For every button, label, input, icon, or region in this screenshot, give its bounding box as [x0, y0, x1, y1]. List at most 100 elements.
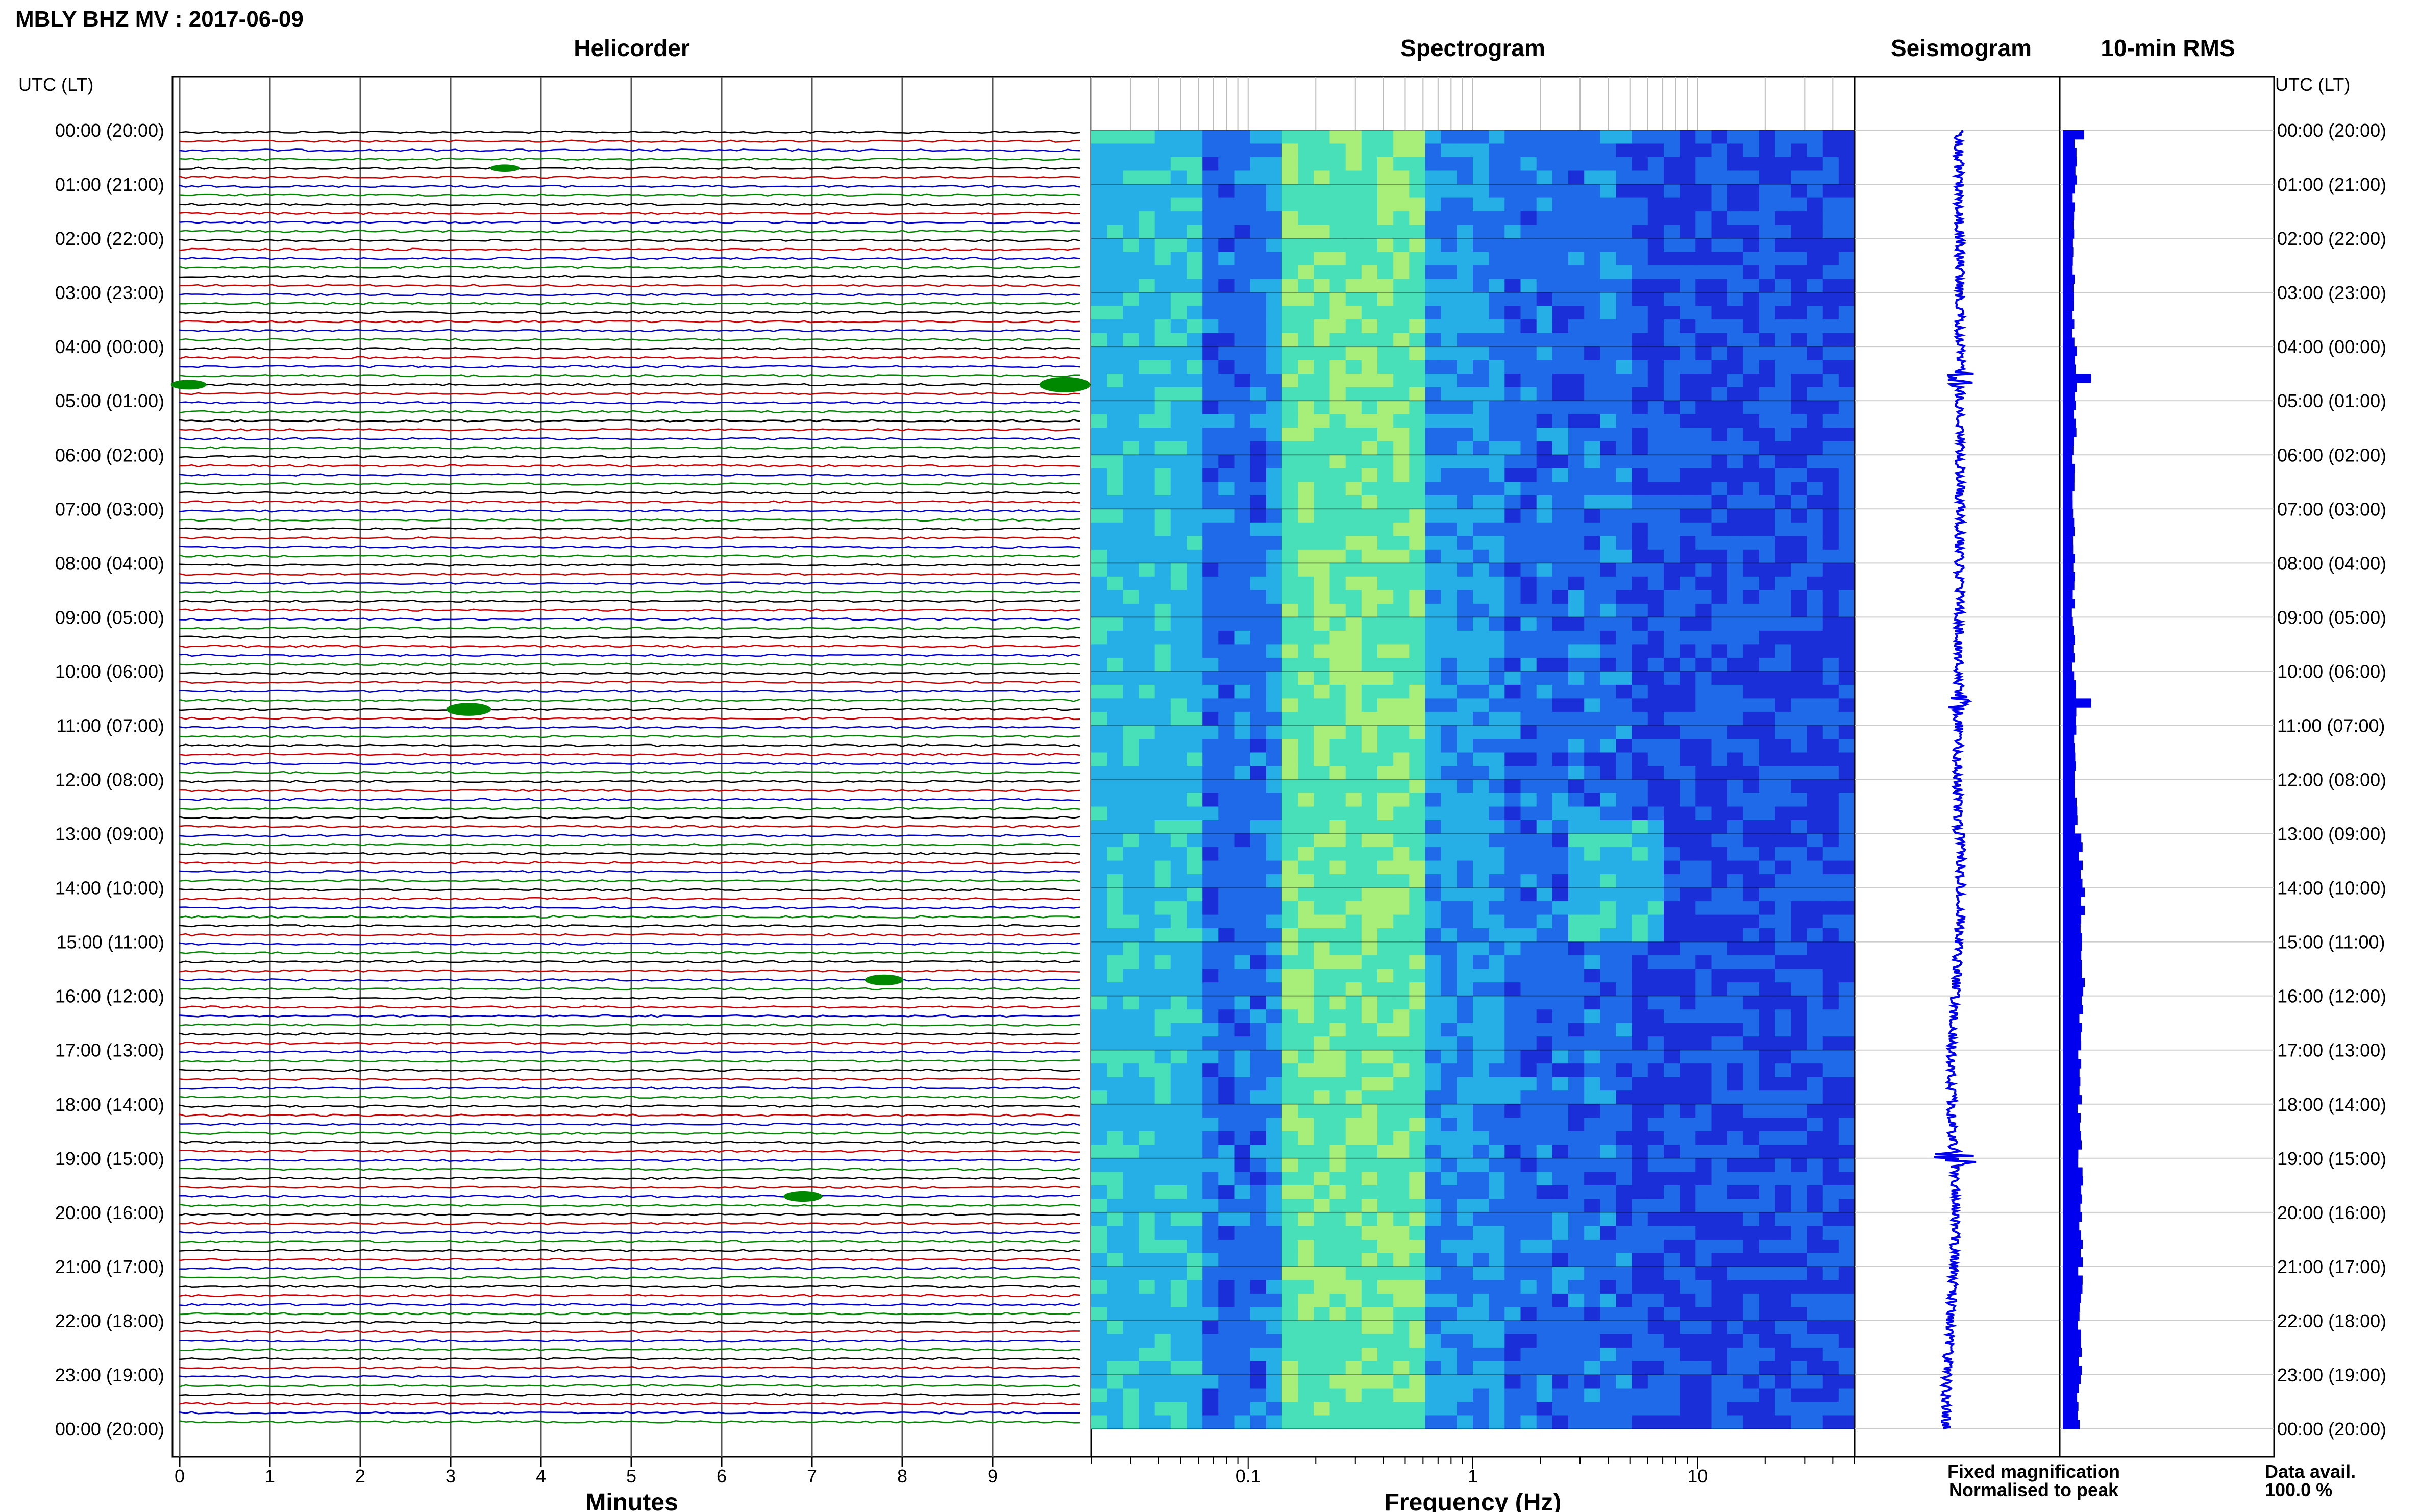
spectrogram-cell [1568, 1145, 1585, 1159]
spectrogram-cell [1457, 576, 1473, 591]
spectrogram-cell [1600, 969, 1617, 983]
spectrogram-cell [1647, 319, 1664, 334]
spectrogram-cell [1695, 387, 1712, 401]
spectrogram-cell [1282, 630, 1298, 645]
spectrogram-cell [1791, 874, 1808, 888]
spectrogram-cell [1314, 143, 1330, 158]
spectrogram-cell [1711, 969, 1728, 983]
spectrogram-cell [1314, 1023, 1330, 1037]
spectrogram-cell [1743, 455, 1760, 469]
spectrogram-cell [1743, 711, 1760, 726]
spectrogram-cell [1266, 279, 1282, 293]
spectrogram-cell [1759, 346, 1775, 361]
spectrogram-cell [1377, 739, 1394, 753]
spectrogram-cell [1361, 522, 1378, 537]
spectrogram-cell [1187, 319, 1203, 334]
spectrogram-cell [1759, 428, 1775, 442]
spectrogram-cell [1680, 630, 1696, 645]
spectrogram-cell [1170, 887, 1187, 902]
spectrogram-cell [1727, 590, 1744, 604]
spectrogram-cell [1489, 860, 1505, 875]
spectrogram-cell [1616, 1212, 1633, 1227]
spectrogram-cell [1584, 1375, 1601, 1389]
spectrogram-cell [1107, 1172, 1124, 1186]
spectrogram-cell [1361, 468, 1378, 483]
spectrogram-cell [1250, 1090, 1267, 1105]
spectrogram-cell [1584, 914, 1601, 929]
spectrogram-cell [1568, 941, 1585, 956]
spectrogram-cell [1695, 793, 1712, 807]
spectrogram-cell [1139, 1104, 1155, 1119]
spectrogram-cell [1600, 1280, 1617, 1294]
spectrogram-cell [1489, 143, 1505, 158]
spectrogram-cell [1250, 441, 1267, 455]
spectrogram-cell [1425, 346, 1442, 361]
spectrogram-cell [1584, 197, 1601, 212]
hour-label-left: 21:00 (17:00) [55, 1256, 164, 1277]
spectrogram-cell [1187, 833, 1203, 848]
spectrogram-cell [1536, 428, 1553, 442]
spectrogram-cell [1361, 252, 1378, 266]
spectrogram-cell [1520, 630, 1537, 645]
spectrogram-cell [1457, 982, 1473, 997]
spectrogram-cell [1504, 928, 1521, 943]
spectrogram-cell [1218, 1266, 1235, 1281]
spectrogram-cell [1647, 1307, 1664, 1321]
spectrogram-cell [1187, 1402, 1203, 1416]
spectrogram-cell [1473, 1131, 1489, 1146]
spectrogram-cell [1170, 1226, 1187, 1240]
spectrogram-cell [1377, 1009, 1394, 1024]
helicorder-trace [179, 1104, 1080, 1108]
spectrogram-cell [1282, 414, 1298, 428]
spectrogram-cell [1584, 1118, 1601, 1132]
spectrogram-gridlines [1091, 77, 1855, 1469]
spectrogram-cell [1393, 1415, 1410, 1429]
spectrogram-cell [1807, 1239, 1823, 1254]
helicorder-trace [179, 1257, 1080, 1261]
spectrogram-cell [1489, 887, 1505, 902]
spectrogram-cell [1298, 252, 1315, 266]
spectrogram-cell [1743, 1023, 1760, 1037]
spectrogram-cell [1759, 1077, 1775, 1091]
spectrogram-cell [1091, 901, 1107, 915]
spectrogram-cell [1154, 1226, 1171, 1240]
helicorder-trace [179, 203, 1080, 206]
spectrogram-cell [1695, 170, 1712, 185]
helicorder-trace [179, 645, 1080, 648]
spectrogram-cell [1329, 1293, 1346, 1308]
spectrogram-cell [1091, 1131, 1107, 1146]
spectrogram-cell [1838, 739, 1855, 753]
spectrogram-cell [1616, 1036, 1633, 1051]
spectrogram-cell [1425, 969, 1442, 983]
spectrogram-cell [1441, 265, 1458, 280]
spectrogram-cell [1695, 428, 1712, 442]
spectrogram-cell [1377, 996, 1394, 1010]
spectrogram-cell [1504, 279, 1521, 293]
spectrogram-cell [1250, 1347, 1267, 1362]
spectrogram-cell [1536, 725, 1553, 739]
spectrogram-cell [1154, 1023, 1171, 1037]
spectrogram-cell [1600, 522, 1617, 537]
spectrogram-cell [1520, 1023, 1537, 1037]
spectrogram-cell [1536, 157, 1553, 171]
spectrogram-cell [1680, 468, 1696, 483]
spectrogram-cell [1345, 1050, 1362, 1064]
spectrogram-cell [1457, 779, 1473, 794]
spectrogram-cell [1393, 901, 1410, 915]
spectrogram-cell [1727, 495, 1744, 510]
spectrogram-cell [1154, 346, 1171, 361]
spectrogram-cell [1584, 766, 1601, 780]
spectrogram-cell [1791, 1375, 1808, 1389]
spectrogram-cell [1282, 1388, 1298, 1402]
spectrogram-cell [1377, 820, 1394, 834]
spectrogram-cell [1441, 657, 1458, 672]
spectrogram-cell [1632, 1334, 1648, 1348]
spectrogram-cell [1345, 1036, 1362, 1051]
spectrogram-cell [1838, 1388, 1855, 1402]
seismogram-panel [1854, 76, 2061, 1458]
spectrogram-cell [1536, 184, 1553, 199]
spectrogram-cell [1536, 752, 1553, 766]
spectrogram-cell [1282, 1145, 1298, 1159]
spectrogram-cell [1409, 1172, 1426, 1186]
spectrogram-cell [1329, 1226, 1346, 1240]
